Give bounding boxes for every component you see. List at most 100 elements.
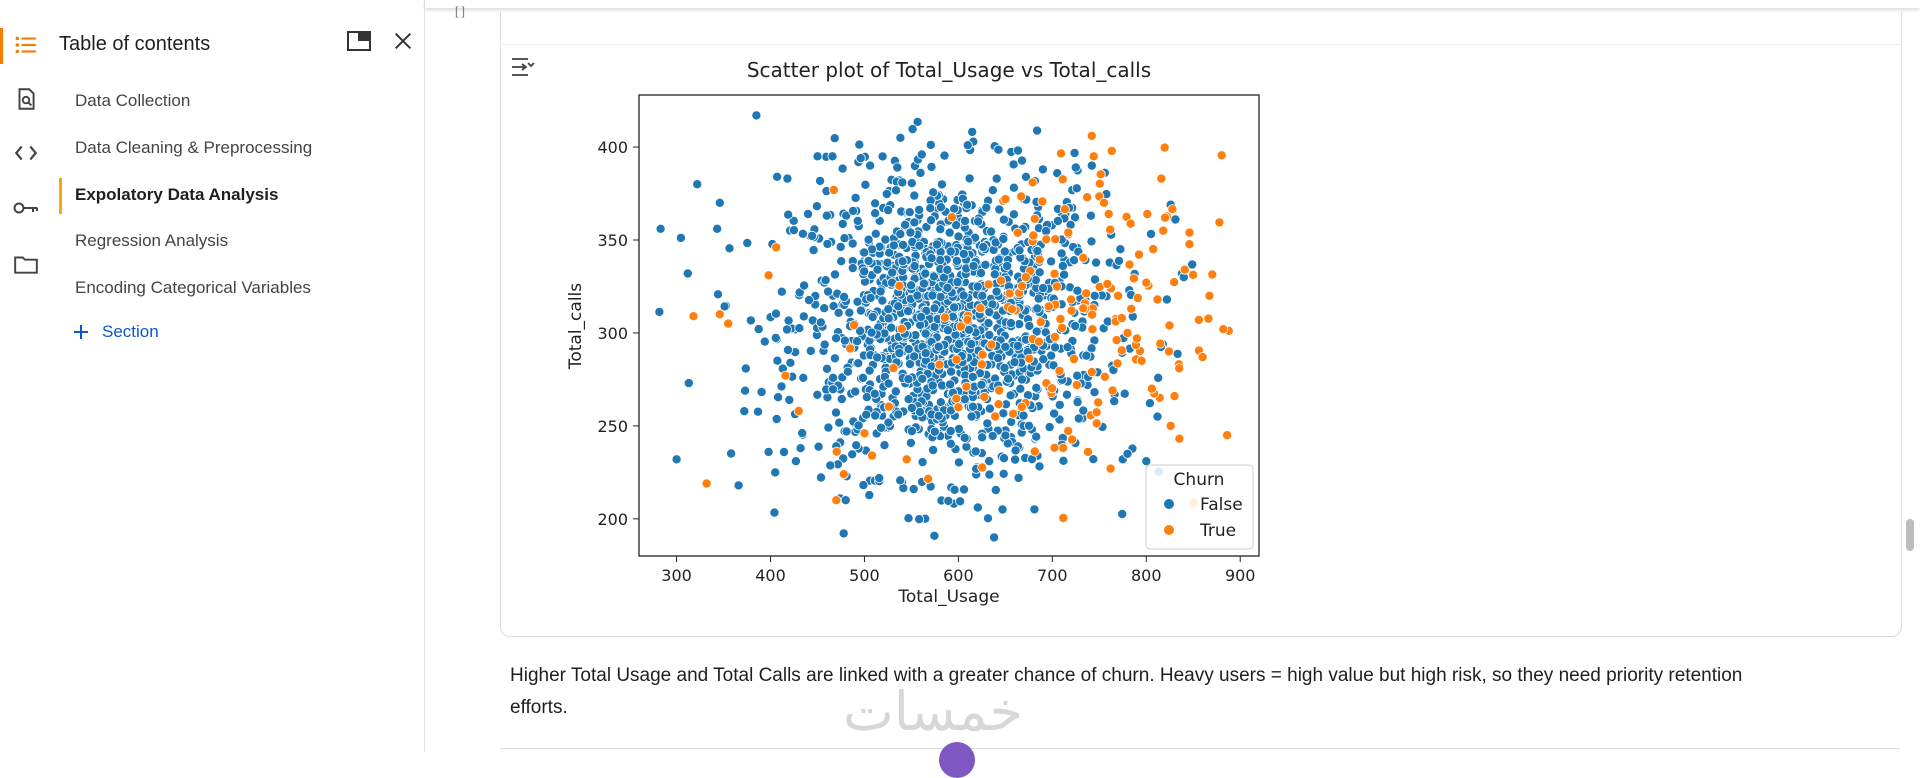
avatar (939, 742, 975, 778)
close-icon[interactable] (388, 26, 418, 56)
point-false (883, 304, 894, 315)
point-false (759, 336, 770, 347)
legend-marker-true (1164, 525, 1174, 535)
x-tick-label: 700 (1037, 566, 1068, 585)
point-false (963, 236, 974, 247)
point-false (908, 484, 919, 495)
point-true (1017, 281, 1028, 292)
find-icon[interactable] (10, 83, 42, 115)
point-false (1090, 274, 1101, 285)
point-true (1122, 327, 1133, 338)
point-true (939, 312, 950, 323)
point-true (1174, 433, 1185, 444)
point-true (1091, 407, 1102, 418)
point-true (1050, 234, 1061, 245)
point-false (905, 437, 916, 448)
toc-item-exploratory-data-analysis[interactable]: Expolatory Data Analysis (75, 185, 279, 204)
point-false (966, 339, 977, 350)
point-false (903, 306, 914, 317)
add-section-button[interactable]: Section (72, 322, 159, 342)
toc-item-data-collection[interactable]: Data Collection (75, 91, 191, 110)
point-false (915, 311, 926, 322)
point-false (959, 394, 970, 405)
point-false (805, 345, 816, 356)
point-false (740, 385, 751, 396)
point-false (867, 311, 878, 322)
point-false (939, 150, 950, 161)
point-true (859, 428, 870, 439)
y-tick-label: 200 (597, 510, 628, 529)
toc-list-icon[interactable] (10, 29, 42, 61)
point-false (1078, 405, 1089, 416)
point-false (833, 307, 844, 318)
point-false (847, 238, 858, 249)
y-axis-ticks: 200 250 300 350 400 (597, 138, 639, 529)
point-true (1095, 169, 1106, 180)
point-false (675, 232, 686, 243)
output-actions-icon[interactable] (510, 54, 536, 80)
point-false (1161, 294, 1172, 305)
point-false (893, 301, 904, 312)
point-false (1062, 342, 1073, 353)
folder-icon[interactable] (10, 248, 42, 280)
point-false (933, 410, 944, 421)
point-true (976, 359, 987, 370)
point-false (1024, 320, 1035, 331)
point-false (770, 332, 781, 343)
point-true (1063, 227, 1074, 238)
point-false (1073, 413, 1084, 424)
point-false (1141, 456, 1152, 467)
point-true (1106, 145, 1117, 156)
point-true (1047, 383, 1058, 394)
point-true (951, 354, 962, 365)
toc-item-regression-analysis[interactable]: Regression Analysis (75, 231, 229, 250)
point-false (914, 204, 925, 215)
point-true (1158, 225, 1169, 236)
point-true (1037, 196, 1048, 207)
point-false (993, 353, 1004, 364)
point-true (1159, 142, 1170, 153)
point-true (1203, 313, 1214, 324)
x-tick-label: 800 (1131, 566, 1162, 585)
point-false (1032, 245, 1043, 256)
key-icon[interactable] (10, 192, 42, 224)
scrollbar-thumb[interactable] (1906, 519, 1914, 551)
code-icon[interactable] (10, 137, 42, 169)
point-false (827, 384, 838, 395)
point-false (925, 203, 936, 214)
point-false (1085, 210, 1096, 221)
point-false (829, 133, 840, 144)
point-false (907, 124, 918, 135)
point-false (905, 227, 916, 238)
point-true (1188, 269, 1199, 280)
point-false (882, 257, 893, 268)
scatter-plot: Scatter plot of Total_Usage vs Total_cal… (566, 58, 1260, 607)
point-false (1034, 461, 1045, 472)
point-false (853, 358, 864, 369)
point-false (798, 372, 809, 383)
point-false (920, 268, 931, 279)
point-false (903, 374, 914, 385)
point-false (1081, 350, 1092, 361)
point-false (967, 371, 978, 382)
point-false (914, 240, 925, 251)
point-false (935, 255, 946, 266)
point-false (772, 355, 783, 366)
point-false (942, 282, 953, 293)
point-false (987, 430, 998, 441)
toc-item-data-cleaning[interactable]: Data Cleaning & Preprocessing (75, 138, 313, 157)
point-false (994, 204, 1005, 215)
point-false (958, 248, 969, 259)
point-false (1032, 303, 1043, 314)
point-false (883, 417, 894, 428)
x-tick-label: 500 (849, 566, 880, 585)
point-false (795, 443, 806, 454)
point-true (1116, 313, 1127, 324)
point-true (1012, 227, 1023, 238)
toc-item-encoding-categorical[interactable]: Encoding Categorical Variables (75, 278, 311, 297)
point-false (839, 233, 850, 244)
point-false (1010, 454, 1021, 465)
point-false (894, 348, 905, 359)
popout-icon[interactable] (344, 26, 374, 56)
point-false (828, 301, 839, 312)
